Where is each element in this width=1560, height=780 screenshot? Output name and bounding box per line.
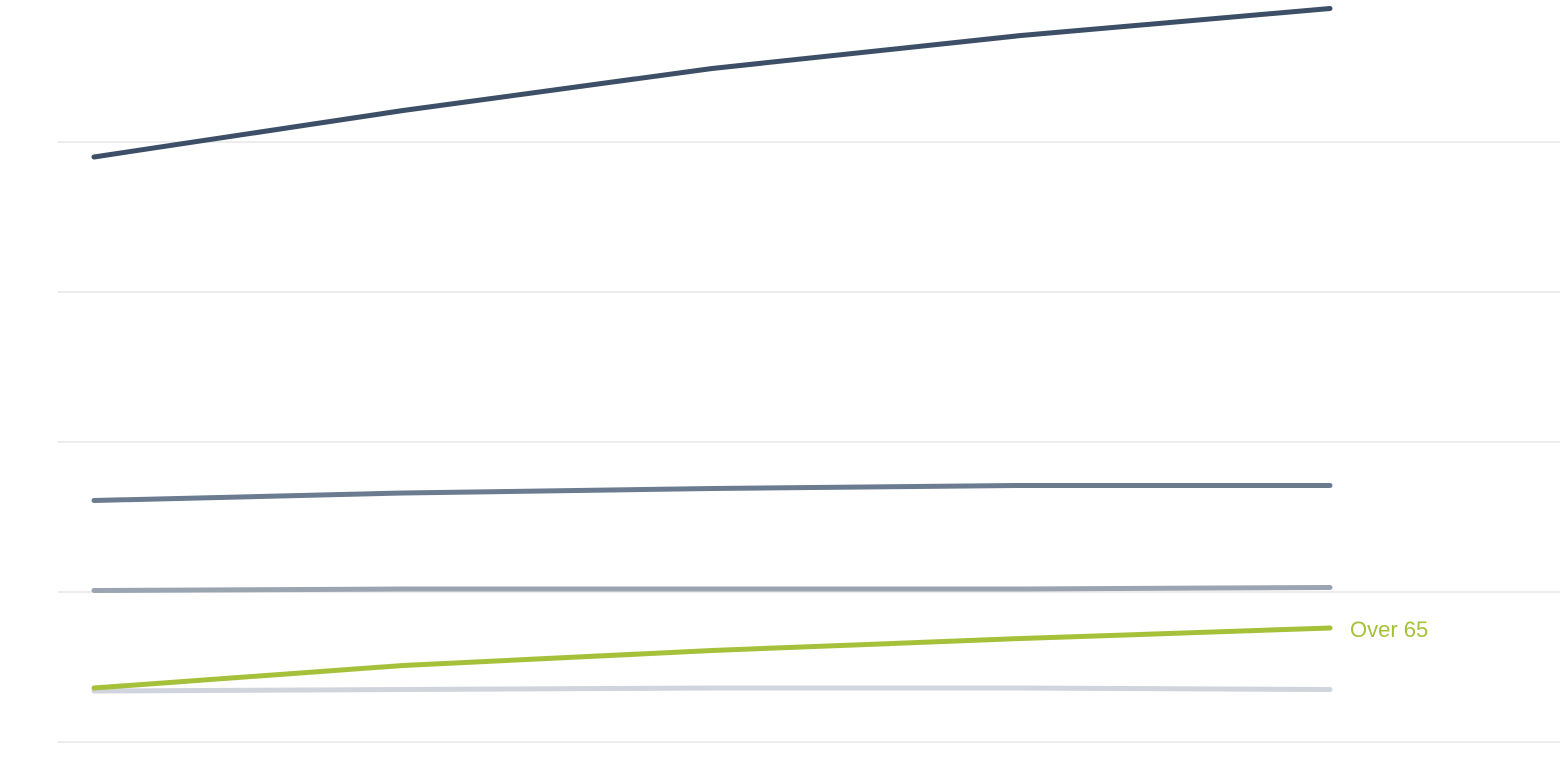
series-line: [91, 6, 1333, 160]
series-line: [91, 483, 1333, 503]
series-line: [91, 685, 1333, 694]
series-line: [91, 625, 1333, 691]
series-label: Over 65: [1350, 617, 1428, 642]
series-line: [91, 585, 1333, 593]
